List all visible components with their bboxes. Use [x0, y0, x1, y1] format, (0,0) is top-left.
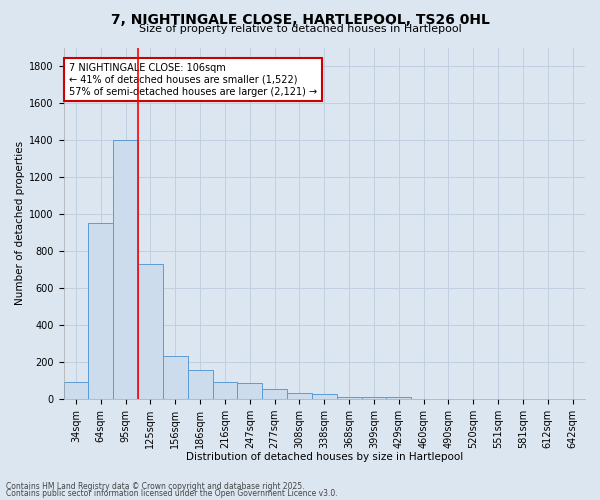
- Bar: [386, 398, 411, 399]
- Text: Contains public sector information licensed under the Open Government Licence v3: Contains public sector information licen…: [6, 489, 338, 498]
- Y-axis label: Number of detached properties: Number of detached properties: [15, 141, 25, 306]
- Bar: [138, 264, 163, 399]
- Bar: [362, 398, 386, 399]
- Bar: [337, 398, 362, 399]
- Text: Contains HM Land Registry data © Crown copyright and database right 2025.: Contains HM Land Registry data © Crown c…: [6, 482, 305, 491]
- Text: 7, NIGHTINGALE CLOSE, HARTLEPOOL, TS26 0HL: 7, NIGHTINGALE CLOSE, HARTLEPOOL, TS26 0…: [110, 12, 490, 26]
- Text: 7 NIGHTINGALE CLOSE: 106sqm
← 41% of detached houses are smaller (1,522)
57% of : 7 NIGHTINGALE CLOSE: 106sqm ← 41% of det…: [69, 64, 317, 96]
- Bar: [312, 394, 337, 399]
- Bar: [212, 382, 238, 399]
- Bar: [113, 140, 138, 399]
- Bar: [188, 370, 212, 399]
- Bar: [262, 389, 287, 399]
- Bar: [163, 356, 188, 399]
- Bar: [287, 392, 312, 399]
- Text: Size of property relative to detached houses in Hartlepool: Size of property relative to detached ho…: [139, 24, 461, 34]
- Bar: [88, 224, 113, 399]
- Bar: [64, 382, 88, 399]
- X-axis label: Distribution of detached houses by size in Hartlepool: Distribution of detached houses by size …: [185, 452, 463, 462]
- Bar: [238, 384, 262, 399]
